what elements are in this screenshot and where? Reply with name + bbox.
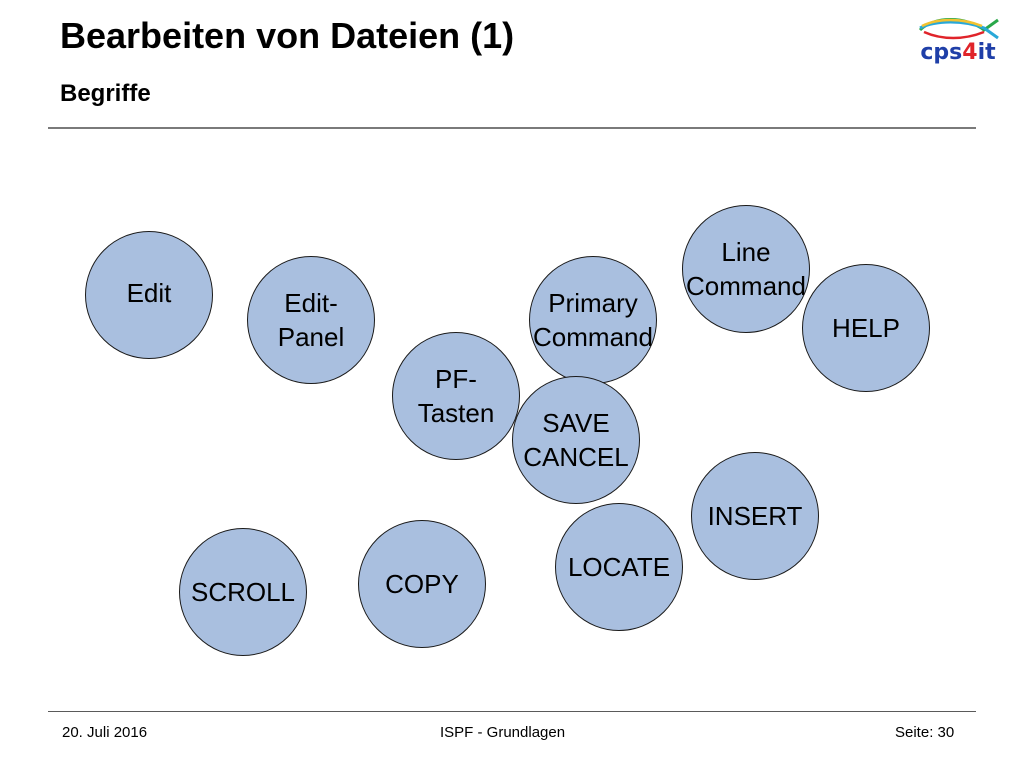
fish-swoosh-icon xyxy=(918,18,999,40)
concept-label: HELP xyxy=(832,313,900,343)
concept-label: LOCATE xyxy=(567,552,671,582)
concept-label: Edit- Panel xyxy=(277,288,345,352)
concept-locate: LOCATE xyxy=(555,503,683,631)
concept-label: Edit xyxy=(126,278,172,308)
concept-copy: COPY xyxy=(358,520,486,648)
concept-label: COPY xyxy=(385,569,459,599)
concept-help: HELP xyxy=(802,264,930,392)
footer-page-number: Seite: 30 xyxy=(895,724,955,741)
concept-save-cancel: SAVE CANCEL xyxy=(512,376,640,504)
concept-scroll: SCROLL xyxy=(179,528,307,656)
concept-label: SCROLL xyxy=(190,577,296,607)
concept-pf-tasten: PF- Tasten xyxy=(392,332,520,460)
concept-primary-command: Primary Command xyxy=(529,256,657,384)
footer-course: ISPF - Grundlagen xyxy=(440,724,566,741)
footer-date: 20. Juli 2016 xyxy=(62,724,148,741)
logo-text-accent: 4 xyxy=(962,40,978,65)
logo-text-end: it xyxy=(977,40,996,65)
logo-text-main: cps xyxy=(920,40,963,65)
concept-label: Primary Command xyxy=(533,288,653,352)
concept-label: INSERT xyxy=(707,501,803,531)
footer-divider xyxy=(48,711,976,712)
slide-subtitle: Begriffe xyxy=(60,80,151,107)
concept-label: SAVE CANCEL xyxy=(523,408,629,472)
logo-wordmark: cps4it xyxy=(910,40,1006,65)
header-divider xyxy=(48,127,976,129)
concept-edit: Edit xyxy=(85,231,213,359)
concept-insert: INSERT xyxy=(691,452,819,580)
slide-title: Bearbeiten von Dateien (1) xyxy=(60,15,515,56)
concept-line-command: Line Command xyxy=(682,205,810,333)
concept-label: Line Command xyxy=(686,237,806,301)
concept-edit-panel: Edit- Panel xyxy=(247,256,375,384)
cps4it-logo: cps4it xyxy=(910,14,1006,70)
concept-label: PF- Tasten xyxy=(417,364,495,428)
